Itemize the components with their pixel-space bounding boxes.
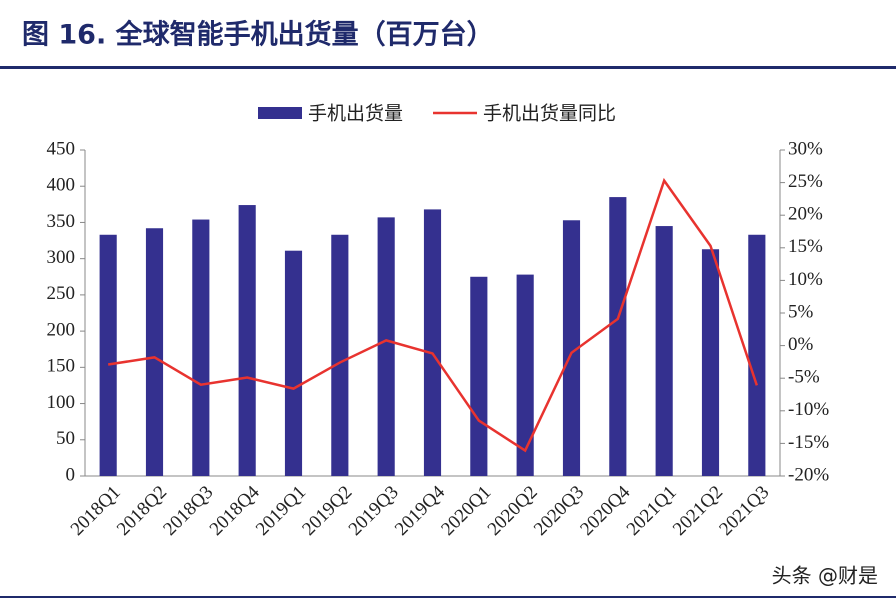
bar [192, 219, 210, 476]
bar [331, 234, 349, 476]
y2-tick-label: 15% [788, 236, 823, 257]
bar [516, 274, 534, 476]
y-tick-label: 200 [47, 319, 76, 340]
x-tick-label: 2020Q4 [576, 481, 634, 539]
y-tick-label: 50 [56, 428, 75, 449]
bar [99, 234, 117, 476]
y-tick-label: 250 [47, 283, 76, 304]
y2-tick-label: -20% [788, 464, 829, 485]
y2-tick-label: 0% [788, 334, 814, 355]
y2-tick-label: -10% [788, 399, 829, 420]
bar [145, 228, 164, 476]
bar [238, 205, 256, 476]
bar [470, 276, 488, 476]
x-tick-label: 2019Q1 [252, 482, 310, 540]
x-tick-label: 2019Q4 [391, 481, 449, 539]
x-tick-label: 2021Q3 [715, 482, 773, 540]
y2-tick-label: -5% [788, 367, 820, 388]
y2-tick-label: 20% [788, 204, 823, 225]
title-rule [0, 66, 896, 69]
bar [701, 249, 720, 476]
watermark: 头条 @财是 [772, 564, 878, 588]
x-tick-label: 2019Q2 [298, 482, 356, 540]
bar [284, 250, 303, 476]
legend-label: 手机出货量 [308, 103, 403, 125]
bar [562, 220, 581, 476]
legend-swatch [258, 107, 302, 119]
bar [609, 197, 627, 477]
y2-tick-label: -15% [788, 432, 829, 453]
line [107, 177, 759, 453]
chart-title: 图 16. 全球智能手机出货量（百万台） [22, 19, 494, 51]
bar [377, 217, 395, 476]
x-tick-label: 2018Q3 [159, 482, 217, 540]
y-tick-label: 400 [47, 175, 76, 196]
x-tick-label: 2020Q2 [484, 482, 542, 540]
y-tick-label: 350 [47, 211, 76, 232]
x-tick-label: 2020Q3 [530, 482, 588, 540]
y-tick-label: 150 [47, 356, 76, 377]
x-tick-label: 2021Q2 [669, 482, 727, 540]
x-tick-label: 2019Q3 [345, 482, 403, 540]
y2-tick-label: 5% [788, 301, 814, 322]
y2-tick-label: 25% [788, 171, 823, 192]
x-tick-label: 2018Q4 [206, 481, 264, 539]
y-tick-label: 0 [66, 464, 76, 485]
y-tick-label: 300 [47, 247, 76, 268]
bar [655, 226, 673, 476]
bottom-rule [0, 596, 896, 598]
y2-tick-label: 30% [788, 138, 823, 159]
x-tick-label: 2018Q2 [113, 482, 171, 540]
bar [423, 209, 442, 476]
x-tick-label: 2018Q1 [67, 482, 125, 540]
bar [748, 234, 766, 476]
legend-label: 手机出货量同比 [483, 103, 616, 125]
x-tick-label: 2020Q1 [437, 482, 495, 540]
y-tick-label: 450 [47, 138, 76, 159]
x-tick-label: 2021Q1 [623, 482, 681, 540]
y2-tick-label: 10% [788, 269, 823, 290]
y-tick-label: 100 [47, 392, 76, 413]
